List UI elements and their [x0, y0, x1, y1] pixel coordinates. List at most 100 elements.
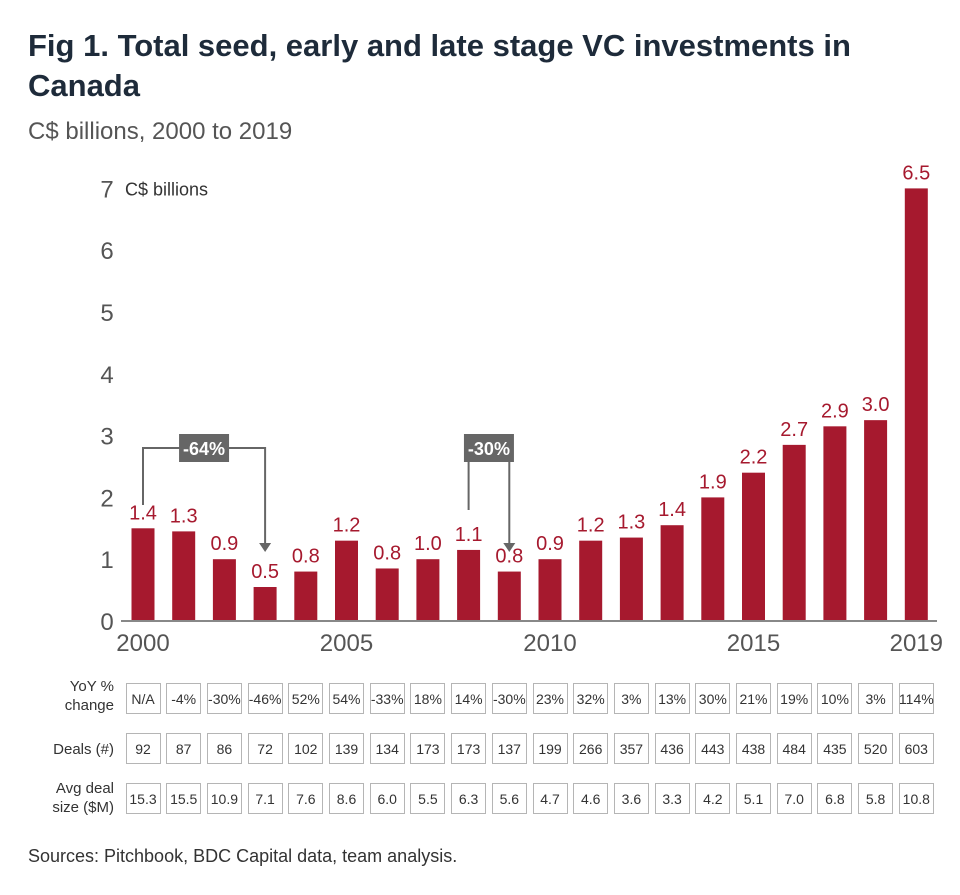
deals-cell: 484 — [776, 733, 812, 764]
deals-cell: 137 — [491, 733, 527, 764]
yoy-cell: 18% — [410, 683, 446, 714]
chart-title: Fig 1. Total seed, early and late stage … — [28, 28, 851, 103]
annotation-arrowhead — [503, 543, 516, 552]
avg-cell: 5.8 — [858, 783, 894, 814]
avg-cell: 5.6 — [491, 783, 527, 814]
bar-value-label: 1.4 — [658, 499, 686, 521]
deals-cell: 86 — [206, 733, 242, 764]
x-tick-label: 2015 — [727, 630, 780, 657]
bar — [864, 420, 888, 621]
bar — [131, 528, 155, 621]
bar-value-label: 0.5 — [251, 561, 279, 583]
deals-cell: 443 — [695, 733, 731, 764]
yoy-cell: N/A — [125, 683, 161, 714]
y-tick-label: 7 — [100, 176, 113, 203]
yoy-cell: 10% — [817, 683, 853, 714]
bar-value-label: 1.9 — [699, 471, 727, 493]
avg-label-line1: Avg deal — [55, 780, 114, 797]
bar-value-label: 0.8 — [495, 546, 523, 568]
yoy-label-line1: YoY % — [69, 678, 114, 695]
deals-cell: 435 — [817, 733, 853, 764]
avg-cell: 10.8 — [898, 783, 934, 814]
bar — [497, 571, 521, 621]
bar — [212, 559, 236, 621]
yoy-cell: -4% — [166, 683, 202, 714]
yoy-cell: -46% — [247, 683, 283, 714]
bar — [823, 426, 847, 621]
bar — [579, 540, 603, 621]
x-tick-label: 2000 — [116, 630, 169, 657]
bar-value-label: 1.3 — [170, 505, 198, 527]
deals-cell: 87 — [166, 733, 202, 764]
yoy-cell: 32% — [573, 683, 609, 714]
yoy-cell: 114% — [898, 683, 934, 714]
avg-cell: 4.7 — [532, 783, 568, 814]
chart-subtitle: C$ billions, 2000 to 2019 — [28, 118, 293, 145]
y-tick-label: 0 — [100, 609, 113, 636]
annotation-arrowhead — [259, 543, 272, 552]
bar — [619, 537, 643, 621]
annotation-box — [463, 434, 514, 462]
avg-row-label: Avg deal size ($M) — [18, 779, 114, 817]
deals-cell: 173 — [410, 733, 446, 764]
deals-cell: 520 — [858, 733, 894, 764]
x-tick-label: 2010 — [523, 630, 576, 657]
avg-cell: 7.0 — [776, 783, 812, 814]
avg-label-line2: size ($M) — [52, 799, 114, 816]
y-tick-label: 2 — [100, 485, 113, 512]
yoy-cell: 19% — [776, 683, 812, 714]
bar — [538, 559, 562, 621]
yoy-cell: 23% — [532, 683, 568, 714]
deals-cell: 438 — [736, 733, 771, 764]
yoy-cell: 14% — [451, 683, 487, 714]
avg-cell: 15.5 — [166, 783, 202, 814]
bar — [701, 497, 725, 621]
bar-value-label: 0.9 — [210, 533, 238, 555]
bar-value-label: 1.3 — [617, 512, 645, 534]
deals-cell: 92 — [125, 733, 161, 764]
avg-cell: 5.1 — [736, 783, 771, 814]
bar-value-label: 3.0 — [862, 394, 890, 416]
avg-cell: 10.9 — [206, 783, 242, 814]
deals-cell: 72 — [247, 733, 283, 764]
y-tick-label: 1 — [100, 547, 113, 574]
source-note: Sources: Pitchbook, BDC Capital data, te… — [28, 846, 458, 866]
avg-cell: 4.2 — [695, 783, 731, 814]
deals-cell: 357 — [613, 733, 649, 764]
bar-value-label: 0.9 — [536, 533, 564, 555]
bar — [457, 549, 481, 621]
x-tick-label: 2019 — [890, 630, 943, 657]
bar-value-label: 2.7 — [780, 419, 808, 441]
annotation-bracket — [142, 447, 267, 546]
bar-value-label: 0.8 — [373, 542, 401, 564]
deals-cell: 102 — [288, 733, 324, 764]
bar-value-label: 1.0 — [414, 533, 442, 555]
y-tick-label: 6 — [100, 238, 113, 265]
avg-cell: 6.8 — [817, 783, 853, 814]
yoy-cell: 3% — [613, 683, 649, 714]
avg-cell: 3.6 — [613, 783, 649, 814]
yoy-cell: 3% — [858, 683, 894, 714]
bar-value-label: 0.8 — [292, 546, 320, 568]
yoy-cell: 13% — [654, 683, 690, 714]
bar — [660, 525, 684, 621]
bar — [904, 188, 928, 621]
deals-cell: 173 — [451, 733, 487, 764]
avg-cell: 15.3 — [125, 783, 161, 814]
avg-cell: 7.6 — [288, 783, 324, 814]
yoy-cell: 21% — [736, 683, 771, 714]
bar — [782, 444, 806, 621]
yoy-cell: 30% — [695, 683, 731, 714]
bar-value-label: 1.1 — [455, 524, 483, 546]
deals-cell: 266 — [573, 733, 609, 764]
bar-value-label: 6.5 — [902, 162, 930, 184]
bar — [253, 587, 277, 621]
deals-row-label: Deals (#) — [53, 741, 114, 758]
y-tick-label: 3 — [100, 424, 113, 451]
bar — [416, 559, 440, 621]
avg-cell: 3.3 — [654, 783, 690, 814]
yoy-label-line2: change — [64, 697, 114, 714]
bar-value-label: 2.9 — [821, 400, 849, 422]
yoy-cell: 54% — [329, 683, 364, 714]
